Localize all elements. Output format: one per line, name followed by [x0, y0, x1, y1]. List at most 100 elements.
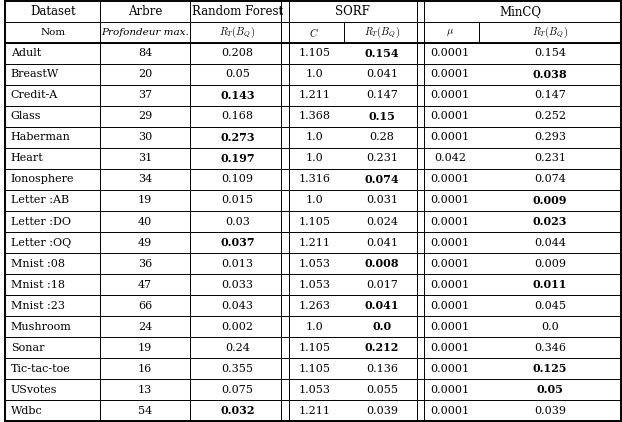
Text: 0.125: 0.125 — [532, 363, 567, 374]
Text: 0.0001: 0.0001 — [430, 111, 470, 122]
Text: 0.074: 0.074 — [534, 174, 566, 184]
Text: 0.033: 0.033 — [221, 279, 253, 289]
Text: 0.008: 0.008 — [365, 258, 399, 269]
Text: $\mu$: $\mu$ — [446, 27, 454, 38]
Text: 0.041: 0.041 — [365, 300, 399, 311]
Text: 0.355: 0.355 — [221, 364, 253, 373]
Text: 0.038: 0.038 — [532, 69, 567, 80]
Text: Ionosphere: Ionosphere — [11, 174, 74, 184]
Text: 0.0001: 0.0001 — [430, 69, 470, 79]
Text: 0.136: 0.136 — [366, 364, 398, 373]
Text: MinCQ: MinCQ — [499, 5, 542, 18]
Text: 0.044: 0.044 — [534, 238, 566, 248]
Text: 0.346: 0.346 — [534, 343, 566, 353]
Text: SORF: SORF — [335, 5, 370, 18]
Text: 31: 31 — [138, 154, 152, 163]
Text: 0.168: 0.168 — [221, 111, 253, 122]
Text: 0.0001: 0.0001 — [430, 384, 470, 395]
Text: $R_T(B_Q)$: $R_T(B_Q)$ — [220, 25, 256, 40]
Text: BreastW: BreastW — [11, 69, 59, 79]
Text: Haberman: Haberman — [11, 133, 70, 143]
Text: 1.316: 1.316 — [299, 174, 330, 184]
Text: 1.053: 1.053 — [299, 259, 330, 268]
Text: 0.0001: 0.0001 — [430, 259, 470, 268]
Text: 0.011: 0.011 — [533, 279, 567, 290]
Text: Mnist :23: Mnist :23 — [11, 300, 65, 311]
Text: 84: 84 — [138, 49, 152, 58]
Text: 0.023: 0.023 — [532, 216, 567, 227]
Text: 37: 37 — [138, 90, 152, 100]
Text: 40: 40 — [138, 216, 152, 227]
Text: 1.0: 1.0 — [305, 154, 323, 163]
Text: 0.273: 0.273 — [220, 132, 255, 143]
Text: 0.0001: 0.0001 — [430, 300, 470, 311]
Text: 0.212: 0.212 — [365, 342, 399, 353]
Text: 1.0: 1.0 — [305, 195, 323, 206]
Text: 1.211: 1.211 — [299, 90, 330, 100]
Text: 0.0001: 0.0001 — [430, 216, 470, 227]
Text: 1.0: 1.0 — [305, 69, 323, 79]
Text: 1.211: 1.211 — [299, 406, 330, 416]
Text: 0.0: 0.0 — [373, 321, 392, 332]
Text: 0.15: 0.15 — [369, 111, 396, 122]
Text: 0.28: 0.28 — [369, 133, 394, 143]
Text: 0.041: 0.041 — [366, 238, 398, 248]
Text: 0.0001: 0.0001 — [430, 279, 470, 289]
Text: 0.039: 0.039 — [534, 406, 566, 416]
Text: Letter :OQ: Letter :OQ — [11, 238, 71, 248]
Text: 20: 20 — [138, 69, 152, 79]
Text: 19: 19 — [138, 195, 152, 206]
Text: 0.0001: 0.0001 — [430, 133, 470, 143]
Text: 0.043: 0.043 — [221, 300, 253, 311]
Text: Adult: Adult — [11, 49, 41, 58]
Text: Mushroom: Mushroom — [11, 322, 72, 332]
Text: 34: 34 — [138, 174, 152, 184]
Text: 0.252: 0.252 — [534, 111, 566, 122]
Text: 0.293: 0.293 — [534, 133, 566, 143]
Text: 0.147: 0.147 — [534, 90, 566, 100]
Text: 0.009: 0.009 — [534, 259, 566, 268]
Text: 0.197: 0.197 — [220, 153, 255, 164]
Text: 0.045: 0.045 — [534, 300, 566, 311]
Text: 16: 16 — [138, 364, 152, 373]
Text: Credit-A: Credit-A — [11, 90, 58, 100]
Text: 1.263: 1.263 — [299, 300, 330, 311]
Text: 66: 66 — [138, 300, 152, 311]
Text: $R_T(B_Q)$: $R_T(B_Q)$ — [532, 25, 568, 40]
Text: Mnist :08: Mnist :08 — [11, 259, 65, 268]
Text: 0.009: 0.009 — [532, 195, 567, 206]
Text: 30: 30 — [138, 133, 152, 143]
Text: 0.05: 0.05 — [225, 69, 250, 79]
Text: 29: 29 — [138, 111, 152, 122]
Text: 1.105: 1.105 — [299, 216, 330, 227]
Text: 0.154: 0.154 — [365, 48, 399, 59]
Text: 0.147: 0.147 — [366, 90, 398, 100]
Text: Sonar: Sonar — [11, 343, 44, 353]
Text: 1.368: 1.368 — [299, 111, 330, 122]
Text: 0.013: 0.013 — [221, 259, 253, 268]
Text: 1.105: 1.105 — [299, 343, 330, 353]
Text: Letter :AB: Letter :AB — [11, 195, 69, 206]
Text: 0.0001: 0.0001 — [430, 343, 470, 353]
Text: 13: 13 — [138, 384, 152, 395]
Text: 0.05: 0.05 — [537, 384, 564, 395]
Text: 1.053: 1.053 — [299, 279, 330, 289]
Text: 1.0: 1.0 — [305, 133, 323, 143]
Text: 0.0001: 0.0001 — [430, 195, 470, 206]
Text: Dataset: Dataset — [30, 5, 75, 18]
Text: Nom: Nom — [40, 28, 65, 37]
Text: 0.208: 0.208 — [221, 49, 253, 58]
Text: 0.0001: 0.0001 — [430, 364, 470, 373]
Text: 0.0001: 0.0001 — [430, 238, 470, 248]
Text: 0.24: 0.24 — [225, 343, 250, 353]
Text: Profondeur max.: Profondeur max. — [101, 28, 189, 37]
Text: 0.109: 0.109 — [221, 174, 253, 184]
Text: Random Forest: Random Forest — [192, 5, 283, 18]
Text: 0.0001: 0.0001 — [430, 322, 470, 332]
Text: 0.0001: 0.0001 — [430, 406, 470, 416]
Text: 0.231: 0.231 — [534, 154, 566, 163]
Text: 0.154: 0.154 — [534, 49, 566, 58]
Text: 0.075: 0.075 — [221, 384, 253, 395]
Text: 0.042: 0.042 — [434, 154, 466, 163]
Text: 0.231: 0.231 — [366, 154, 398, 163]
